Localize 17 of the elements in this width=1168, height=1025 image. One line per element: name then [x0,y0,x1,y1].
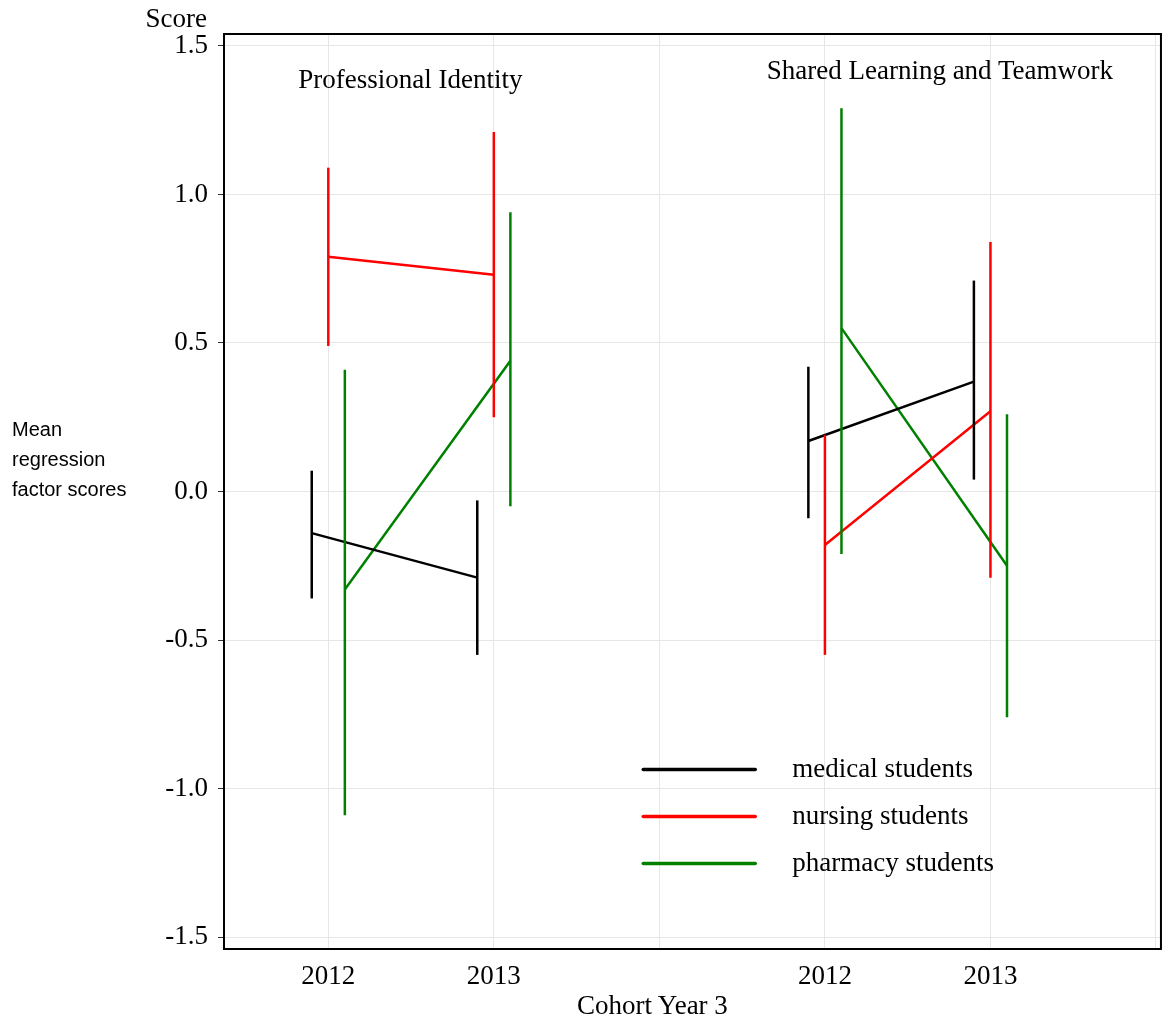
y-tick-label: 1.0 [174,177,208,208]
x-tick-label: 2013 [466,960,521,991]
legend-label: nursing students [792,799,969,830]
x-tick-label: 2012 [301,960,356,991]
x-axis-title: Cohort Year 3 [577,990,728,1020]
y-tick-label: -1.5 [165,920,208,951]
annotation: Shared Learning and Teamwork [766,55,1114,85]
text: Mean regression factor scores [12,418,127,500]
y-tick-label: -1.0 [165,771,208,802]
y-tick-label: -0.5 [165,623,208,654]
x-tick-label: 2012 [797,960,852,991]
legend-label: pharmacy students [792,846,994,877]
y-tick-label: 0.5 [174,326,208,357]
legend-label: medical students [792,752,973,783]
y-tick-label: 0.0 [174,474,208,505]
x-tick-label: 2013 [963,960,1018,991]
annotation: Professional Identity [298,64,524,94]
